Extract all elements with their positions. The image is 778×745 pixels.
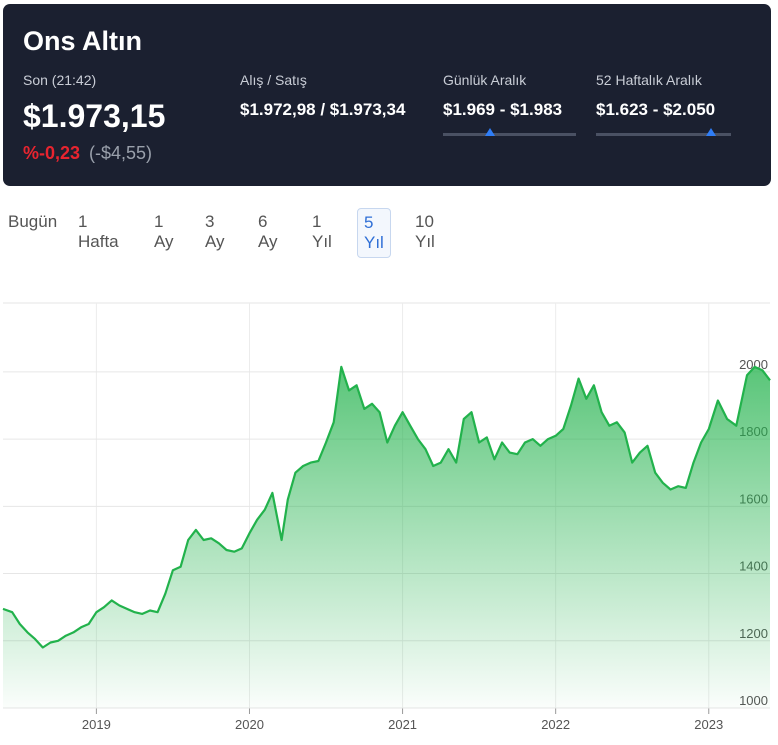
quote-card: Ons Altın Son (21:42) $1.973,15 %-0,23 (… [3,4,771,186]
range-tab[interactable]: 1 Yıl [312,212,332,251]
x-tick-label: 2020 [235,717,264,732]
price-line [2,365,771,649]
x-tick-label: 2022 [541,717,570,732]
week52-label: 52 Haftalık Aralık [596,72,702,88]
week52-range: $1.623 - $2.050 [596,100,716,119]
x-tick-label: 2021 [388,717,417,732]
range-tab[interactable]: 1 Ay [154,212,174,251]
title: Ons Altın [23,26,142,56]
x-tick-label: 2019 [82,717,111,732]
daily-bar [443,133,576,136]
range-tab[interactable]: 5 Yıl [357,208,391,258]
week52-marker [706,128,716,136]
daily-marker [485,128,495,136]
x-tick-label: 2023 [694,717,723,732]
range-tab[interactable]: 6 Ay [258,212,278,251]
week52-bar [596,133,731,136]
range-tab[interactable]: Bugün [8,212,58,231]
daily-range: $1.969 - $1.983 [443,100,563,119]
change-pct: %-0,23 [23,143,81,163]
last-label: Son (21:42) [23,72,97,88]
bid-ask-label: Alış / Satış [240,72,307,88]
range-tab[interactable]: 1 Hafta [78,212,119,251]
change-abs: (-$4,55) [89,143,153,163]
range-tab[interactable]: 3 Ay [205,212,225,251]
area [3,366,770,708]
price: $1.973,15 [23,98,166,134]
daily-label: Günlük Aralık [443,72,527,88]
range-tab[interactable]: 10 Yıl [415,212,435,251]
y-tick-label: 2000 [739,357,768,372]
bid-ask: $1.972,98 / $1.973,34 [240,100,406,119]
